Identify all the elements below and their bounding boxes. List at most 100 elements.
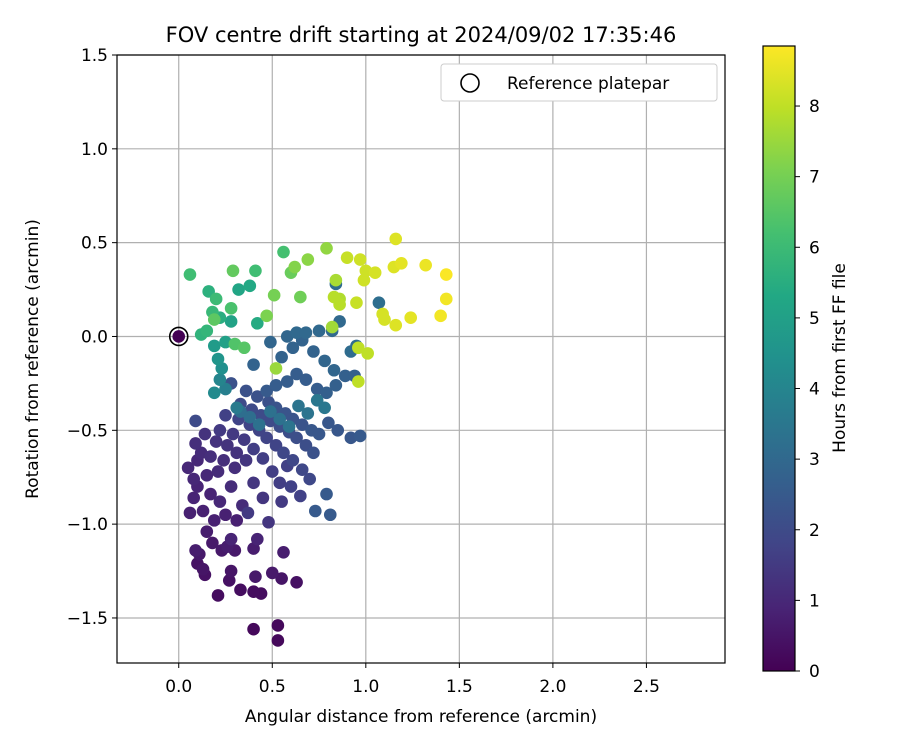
scatter-point — [352, 375, 365, 388]
scatter-point — [294, 489, 307, 503]
scatter-point — [200, 469, 214, 482]
scatter-point — [181, 461, 195, 475]
scatter-point — [251, 390, 264, 403]
colorbar: 0 1 2 3 4 5 6 7 8 Hours from first FF file — [762, 45, 850, 682]
scatter-point — [307, 446, 320, 460]
scatter-point — [307, 345, 320, 358]
scatter-point — [312, 427, 326, 441]
scatter-point — [273, 412, 287, 426]
colorbar-tick-label: 5 — [809, 309, 820, 329]
scatter-point — [290, 576, 303, 589]
scatter-point — [264, 405, 277, 418]
scatter-point — [292, 399, 305, 413]
reference-marker — [168, 326, 189, 347]
x-tick-label: 0.5 — [259, 677, 286, 697]
scatter-point — [271, 634, 285, 647]
scatter-point — [224, 480, 238, 493]
scatter-point — [264, 414, 277, 428]
scatter-point — [353, 253, 367, 266]
scatter-point — [237, 433, 251, 446]
scatter-point — [439, 268, 453, 281]
scatter-point — [228, 461, 242, 475]
scatter-point — [189, 544, 202, 557]
colorbar-label: Hours from first FF file — [830, 263, 850, 453]
scatter-point — [359, 264, 373, 278]
scatter-point — [260, 309, 273, 323]
scatter-point — [269, 362, 283, 375]
scatter-point — [357, 273, 371, 287]
scatter-point — [404, 311, 418, 325]
scatter-point — [200, 324, 214, 338]
scatter-points — [172, 232, 453, 647]
scatter-point — [241, 506, 255, 520]
scatter-point — [219, 382, 232, 396]
scatter-point — [322, 416, 335, 430]
legend-entry: Reference platepar — [507, 74, 669, 94]
scatter-point — [247, 622, 260, 636]
colorbar-tick-label: 3 — [809, 450, 820, 470]
scatter-point — [361, 347, 374, 360]
scatter-point — [183, 506, 197, 520]
scatter-point — [290, 367, 303, 381]
scatter-point — [267, 288, 281, 302]
scatter-point — [286, 341, 300, 355]
scatter-point — [350, 296, 363, 310]
scatter-point — [247, 476, 260, 490]
scatter-point — [320, 241, 333, 255]
scatter-point — [269, 378, 283, 392]
scatter-point — [280, 375, 294, 388]
scatter-point — [260, 431, 273, 445]
scatter-point — [331, 424, 345, 437]
scatter-point — [295, 463, 309, 477]
scatter-point — [237, 341, 251, 355]
scatter-point — [256, 491, 270, 505]
scatter-point — [249, 570, 262, 583]
legend-box — [440, 63, 718, 102]
colorbar-gradient — [763, 46, 795, 671]
scatter-point — [295, 418, 309, 431]
scatter-point — [189, 437, 202, 450]
scatter-point — [232, 283, 245, 296]
scatter-point — [204, 450, 217, 463]
scatter-point — [378, 313, 391, 326]
scatter-point — [262, 515, 275, 529]
scatter-point — [211, 589, 225, 602]
scatter-point — [264, 335, 277, 349]
scatter-point — [224, 564, 238, 578]
scatter-point — [224, 532, 238, 546]
x-tick-label: 1.5 — [446, 677, 473, 697]
scatter-point — [320, 487, 333, 501]
scatter-point — [213, 495, 227, 508]
scatter-point — [301, 253, 315, 266]
scatter-point — [290, 326, 303, 340]
x-tick-label: 2.0 — [539, 677, 566, 697]
y-axis-label: Rotation from reference (arcmin) — [23, 219, 43, 499]
scatter-point — [247, 585, 260, 598]
scatter-point — [219, 408, 232, 422]
scatter-point — [226, 264, 240, 278]
scatter-point — [200, 525, 214, 538]
scatter-point — [183, 268, 197, 281]
scatter-point — [301, 407, 315, 420]
scatter-point — [230, 401, 244, 415]
scatter-point — [338, 369, 352, 383]
scatter-point — [217, 454, 230, 467]
scatter-point — [320, 386, 333, 400]
scatter-point — [211, 465, 225, 478]
scatter-point — [372, 296, 386, 310]
scatter-point — [252, 418, 266, 431]
scatter-point — [389, 318, 403, 332]
scatter-point — [265, 566, 279, 580]
scatter-point — [204, 487, 217, 501]
scatter-point — [340, 251, 354, 264]
scatter-point — [275, 495, 288, 508]
scatter-point — [318, 354, 331, 368]
scatter-point — [395, 256, 408, 270]
scatter-point — [230, 514, 244, 527]
scatter-point — [209, 435, 223, 448]
y-axis-ticks: 1.5 1.0 0.5 0.0 −0.5 −1.0 −1.5 — [67, 46, 117, 629]
scatter-point — [312, 324, 326, 338]
scatter-point — [239, 454, 253, 467]
colorbar-tick-label: 2 — [809, 521, 820, 541]
